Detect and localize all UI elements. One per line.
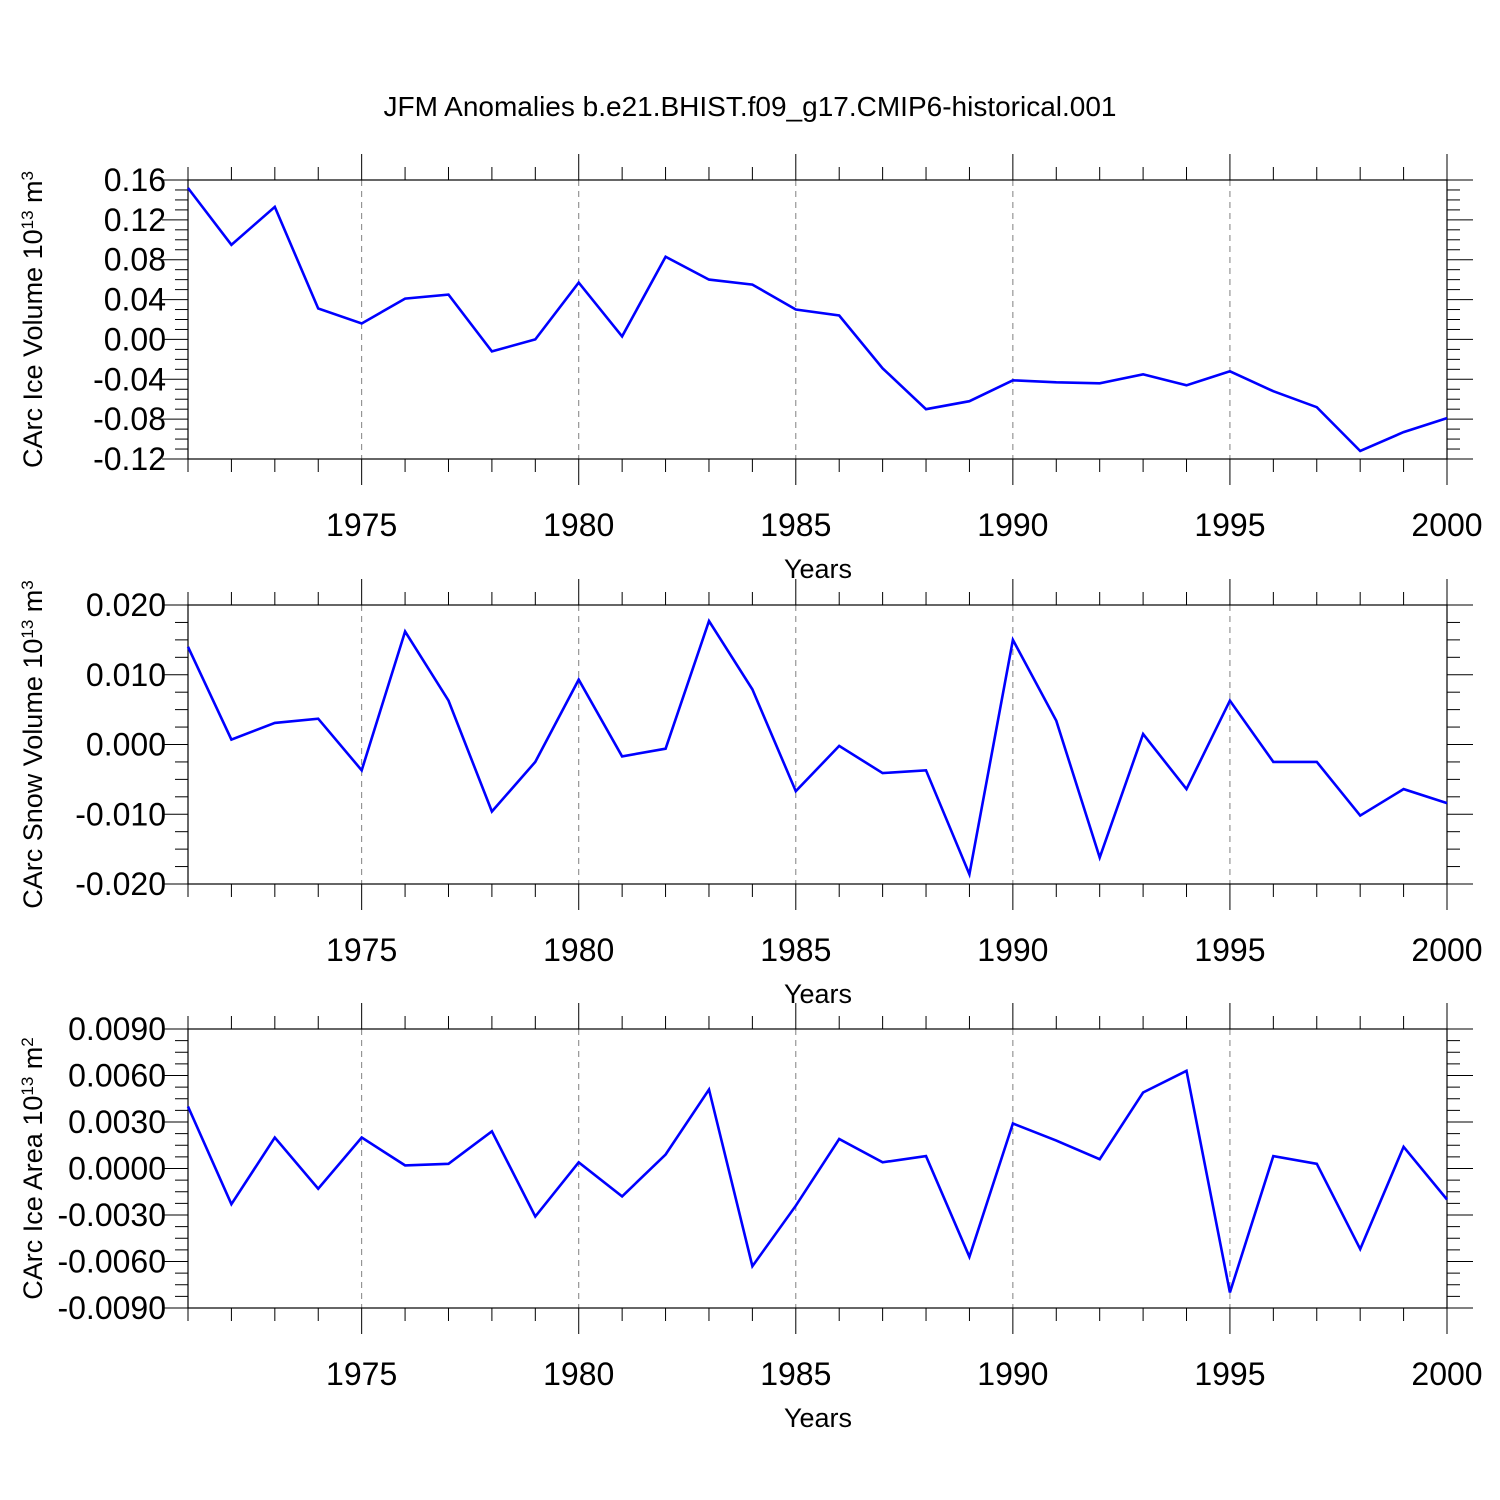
x-axis-label: Years xyxy=(784,1403,852,1433)
plot-frame xyxy=(187,604,1448,885)
y-tick-label: -0.0090 xyxy=(57,1290,166,1326)
y-tick-label: 0.16 xyxy=(104,162,166,198)
x-axis-label: Years xyxy=(784,554,852,584)
plot-frame xyxy=(187,179,1448,460)
series-line xyxy=(186,187,1448,453)
x-tick-label: 1975 xyxy=(326,932,397,968)
x-tick-label: 1995 xyxy=(1194,932,1265,968)
y-tick-label: 0.0000 xyxy=(68,1151,166,1187)
x-tick-label: 1985 xyxy=(760,507,831,543)
y-tick-label: -0.020 xyxy=(75,866,166,902)
y-axis-label: CArc Ice Area 1013 m2 xyxy=(18,1037,49,1300)
series-line xyxy=(186,1068,1449,1293)
y-tick-label: 0.12 xyxy=(104,202,166,238)
panel-1: 0.16 0.12 0.08 0.040.00 -0.04 -0.08 -0.12 1975 1… xyxy=(18,154,1483,584)
x-axis-label: Years xyxy=(784,979,852,1009)
panel-2: 0.020 0.010 0.000 -0.010 -0.020 1975 1980 1985 1… xyxy=(18,579,1483,1009)
x-tick-label: 1985 xyxy=(760,1356,831,1392)
y-tick-label: -0.12 xyxy=(93,441,166,477)
x-tick-label: 1980 xyxy=(543,507,614,543)
panel-3: 0.0090 0.0060 0.0030 0.0000 -0.0030 -0.0060 -0… xyxy=(18,1003,1483,1433)
y-axis-label: CArc Ice Volume 1013 m3 xyxy=(18,171,49,468)
x-tick-label: 1980 xyxy=(543,1356,614,1392)
x-tick-label: 2000 xyxy=(1411,507,1482,543)
x-tick-label: 1995 xyxy=(1194,1356,1265,1392)
x-tick-label: 1985 xyxy=(760,932,831,968)
y-tick-label: -0.04 xyxy=(93,361,166,397)
y-tick-label: 0.0030 xyxy=(68,1104,166,1140)
x-tick-label: 1980 xyxy=(543,932,614,968)
y-tick-label: -0.010 xyxy=(75,796,166,832)
y-tick-label: -0.08 xyxy=(93,401,166,437)
y-axis-label: CArc Snow Volume 1013 m3 xyxy=(18,580,49,909)
y-tick-label: 0.00 xyxy=(104,321,166,357)
y-tick-label: 0.08 xyxy=(104,242,166,278)
chart-title: JFM Anomalies b.e21.BHIST.f09_g17.CMIP6-… xyxy=(383,91,1116,122)
y-tick-label: 0.020 xyxy=(86,587,166,623)
series-line xyxy=(186,618,1448,879)
x-tick-label: 1990 xyxy=(977,507,1048,543)
x-tick-label: 2000 xyxy=(1411,1356,1482,1392)
y-tick-label: -0.0030 xyxy=(57,1197,166,1233)
y-tick-label: 0.0090 xyxy=(68,1011,166,1047)
panels: 0.16 0.12 0.08 0.040.00 -0.04 -0.08 -0.12 1975 1… xyxy=(18,154,1483,1433)
x-tick-label: 1990 xyxy=(977,1356,1048,1392)
plot-frame xyxy=(187,1028,1448,1309)
y-tick-label: 0.010 xyxy=(86,657,166,693)
y-tick-label: -0.0060 xyxy=(57,1244,166,1280)
y-tick-label: 0.000 xyxy=(86,727,166,763)
x-tick-label: 1990 xyxy=(977,932,1048,968)
y-tick-label: 0.0060 xyxy=(68,1058,166,1094)
x-tick-label: 1995 xyxy=(1194,507,1265,543)
x-tick-label: 1975 xyxy=(326,507,397,543)
x-tick-label: 2000 xyxy=(1411,932,1482,968)
x-tick-label: 1975 xyxy=(326,1356,397,1392)
y-tick-label: 0.04 xyxy=(104,282,166,318)
